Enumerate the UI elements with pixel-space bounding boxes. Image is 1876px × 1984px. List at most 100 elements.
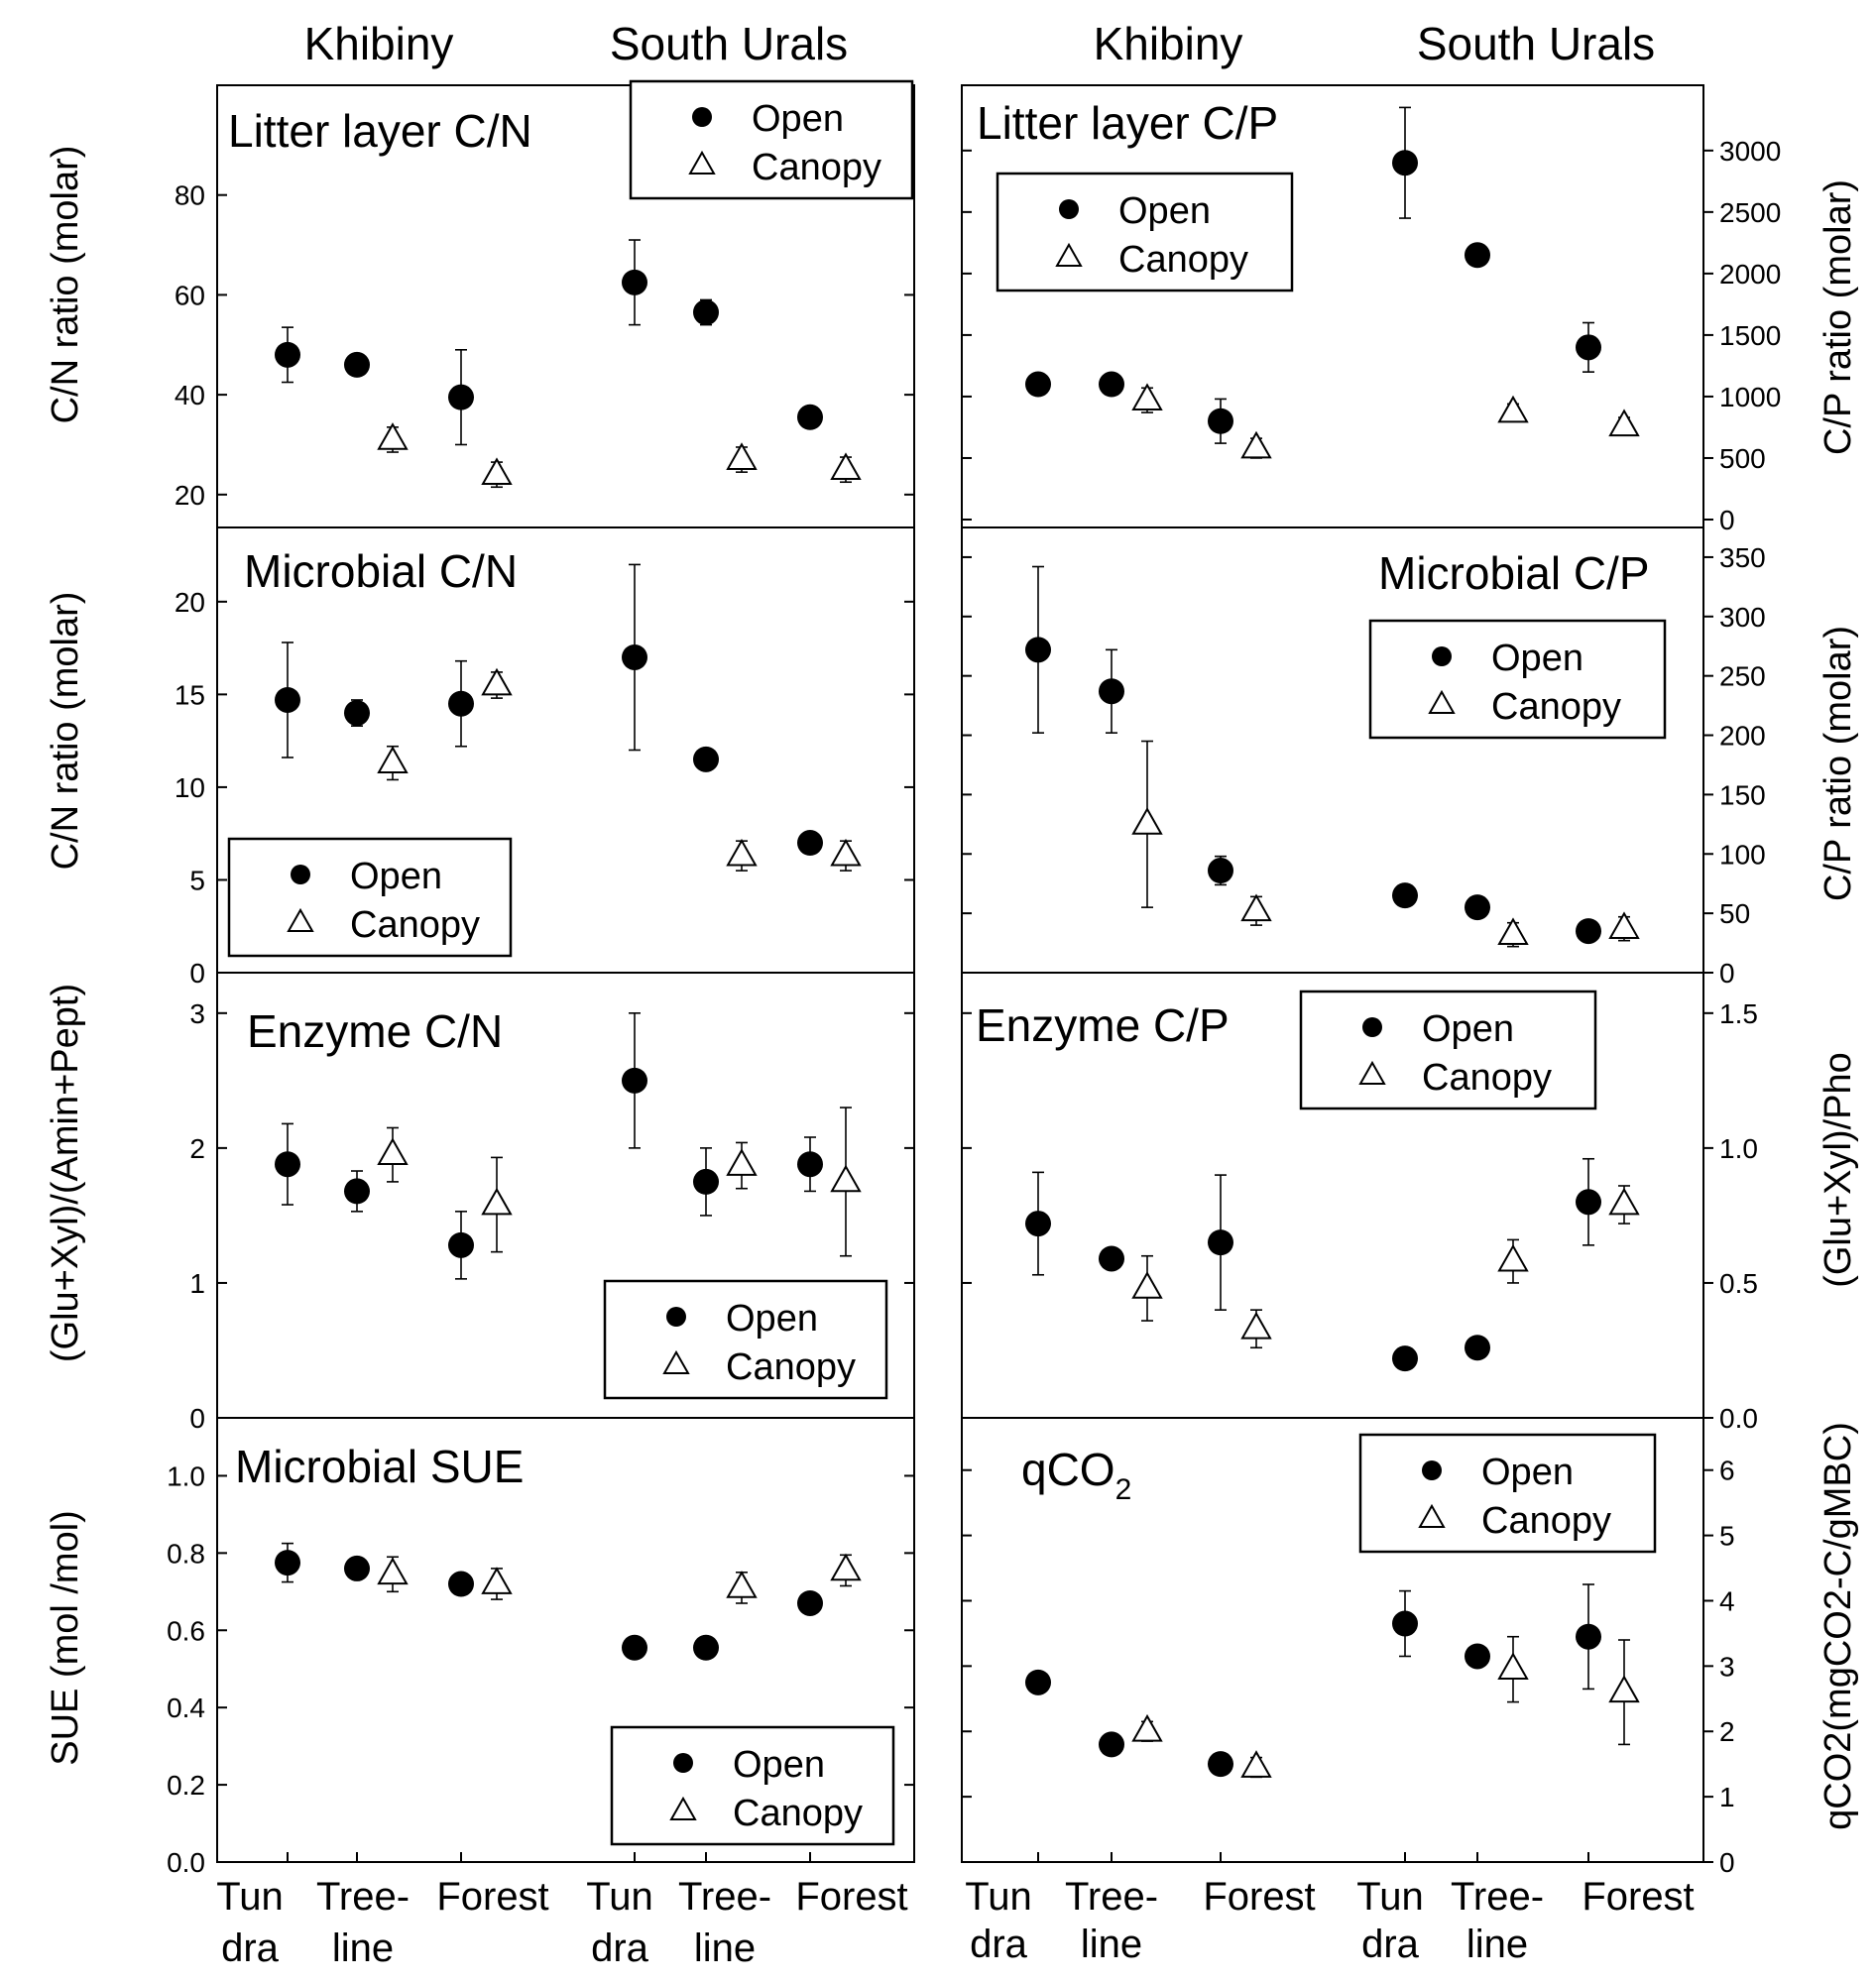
y-tick-label: 300	[1719, 602, 1766, 633]
data-point-open	[275, 686, 300, 713]
x-cat-right-forest2: Forest	[1582, 1875, 1694, 1919]
data-point-open	[1099, 1245, 1124, 1272]
x-cat-left-treeline-2: line	[332, 1926, 394, 1970]
panel-qco2: 0 1 2 3 4 5 6 qCO2 Open Canopy	[961, 1417, 1735, 1878]
data-point-canopy	[1497, 1243, 1529, 1272]
data-point-open	[622, 643, 647, 670]
y-label-right-0: C/P ratio (molar)	[1817, 179, 1859, 455]
data-point-canopy	[1497, 917, 1529, 946]
panel-title: qCO2	[1021, 1444, 1131, 1506]
panel-microbial-cn: 0 5 10 15 20 Microbial C/N Open Canopy	[175, 526, 915, 989]
y-tick-label: 2000	[1719, 259, 1781, 290]
panel-title: Enzyme C/P	[976, 999, 1230, 1051]
y-tick-label: 150	[1719, 779, 1766, 810]
panel-frame	[216, 1417, 915, 1863]
y-label-right-3: qCO2(mgCO2-C/gMBC)	[1817, 1422, 1859, 1830]
panel-title: Microbial SUE	[235, 1441, 524, 1492]
data-point-canopy	[726, 1571, 758, 1598]
y-tick-label: 0.4	[167, 1692, 205, 1723]
x-cat-right-treeline2-1: Tree-	[1451, 1875, 1544, 1919]
y-tick-label: 1.0	[1719, 1133, 1758, 1164]
data-point-open	[1576, 918, 1601, 945]
legend: Open Canopy	[629, 79, 914, 200]
legend-open-marker	[1422, 1460, 1442, 1480]
legend-open-marker	[1362, 1017, 1382, 1037]
y-tick-label: 0.0	[167, 1847, 205, 1878]
legend-canopy-label: Canopy	[1118, 239, 1248, 281]
data-point-open	[1099, 678, 1124, 705]
x-cat-left-tundra2-1: Tun	[586, 1875, 652, 1919]
data-point-canopy	[1608, 1187, 1640, 1216]
data-point-open	[693, 1634, 719, 1661]
x-cat-right-tundra2-1: Tun	[1356, 1875, 1423, 1919]
data-point-canopy	[481, 667, 513, 696]
data-point-canopy	[1131, 383, 1163, 411]
panel-frame	[961, 1417, 1704, 1863]
data-point-open	[344, 351, 370, 378]
site-label-left-khibiny: Khibiny	[304, 18, 454, 69]
data-point-open	[344, 1178, 370, 1205]
y-tick-label: 1.5	[1719, 998, 1758, 1029]
legend-box	[1358, 1433, 1657, 1554]
data-point-open	[797, 404, 823, 430]
panel-microbial-sue: 0.0 0.2 0.4 0.6 0.8 1.0 Microbial SUE Open Canop…	[167, 1417, 915, 1878]
x-cat-right-treeline-1: Tree-	[1065, 1875, 1158, 1919]
data-point-canopy	[377, 1137, 409, 1166]
data-point-open	[797, 1151, 823, 1178]
panel-frame	[961, 84, 1704, 528]
legend-open-label: Open	[733, 1744, 825, 1786]
data-point-open	[1576, 1623, 1601, 1650]
x-categories-right: Tun dra Tree- line Forest Tun dra Tree- …	[965, 1875, 1694, 1966]
y-tick-label: 20	[175, 587, 205, 618]
y-tick-label: 1	[189, 1268, 205, 1299]
data-point-open	[1465, 1643, 1490, 1670]
y-tick-label: 3000	[1719, 136, 1781, 167]
y-label-left-0: C/N ratio (molar)	[45, 146, 86, 424]
data-point-open	[797, 1589, 823, 1616]
data-point-canopy	[830, 1164, 862, 1193]
y-tick-label: 3	[189, 998, 205, 1029]
legend-box	[603, 1279, 888, 1400]
legend-canopy-label: Canopy	[726, 1346, 856, 1388]
x-cat-left-forest2: Forest	[795, 1875, 907, 1919]
data-point-open	[693, 746, 719, 772]
data-point-open	[275, 1550, 300, 1576]
data-point-open	[1465, 894, 1490, 921]
legend-open-label: Open	[1422, 1008, 1514, 1050]
y-tick-label: 0	[189, 1403, 205, 1434]
y-tick-label: 2	[1719, 1716, 1735, 1747]
data-point-open	[1025, 371, 1051, 398]
data-point-open	[344, 700, 370, 727]
panel-litter-cn: 20 40 60 80 Litter layer C/N Open Canopy	[175, 79, 915, 528]
data-point-canopy	[1240, 893, 1272, 922]
x-cat-left-tundra-1: Tun	[216, 1875, 283, 1919]
legend: Open Canopy	[610, 1725, 895, 1846]
legend-canopy-label: Canopy	[1491, 686, 1621, 728]
legend-box	[610, 1725, 895, 1846]
y-tick-label: 4	[1719, 1585, 1735, 1616]
data-point-canopy	[1240, 1750, 1272, 1778]
y-tick-label: 5	[189, 865, 205, 895]
legend-open-label: Open	[1491, 638, 1583, 679]
panel-title: Microbial C/N	[244, 545, 518, 597]
legend-canopy-marker	[669, 1796, 697, 1821]
y-tick-label: 15	[175, 679, 205, 710]
x-cat-left-forest: Forest	[436, 1875, 548, 1919]
data-point-canopy	[830, 452, 862, 481]
y-tick-label: 0.2	[167, 1770, 205, 1801]
legend-open-label: Open	[1481, 1452, 1574, 1493]
panel-enzyme-cp: 0.0 0.5 1.0 1.5 Enzyme C/P Open Canopy	[961, 972, 1758, 1434]
legend: Open Canopy	[603, 1279, 888, 1400]
y-tick-label: 10	[175, 772, 205, 803]
legend-open-label: Open	[350, 856, 442, 897]
y-tick-label: 0	[1719, 958, 1735, 989]
panel-title: Litter layer C/N	[228, 105, 532, 157]
panel-title: Microbial C/P	[1378, 547, 1650, 599]
y-tick-label: 5	[1719, 1521, 1735, 1552]
legend-box	[1299, 990, 1597, 1110]
legend-canopy-label: Canopy	[733, 1793, 863, 1834]
legend-open-marker	[1059, 199, 1079, 219]
panel-title: Enzyme C/N	[247, 1005, 503, 1057]
data-point-open	[275, 341, 300, 368]
